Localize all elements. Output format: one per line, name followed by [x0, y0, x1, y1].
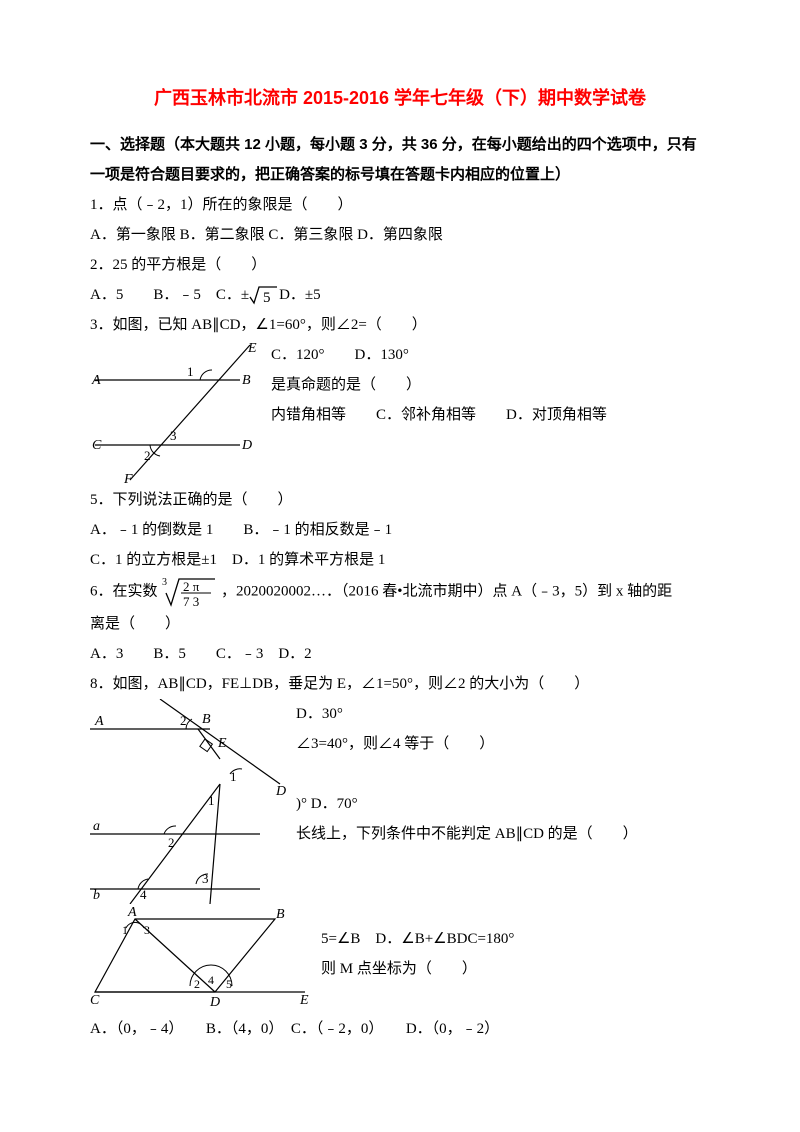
- question-10-row: A B C D E 1 3 2 4 5 5=∠B D．∠B+∠BDC=180° …: [90, 904, 710, 1014]
- svg-text:1: 1: [187, 364, 194, 379]
- exam-title: 广西玉林市北流市 2015-2016 学年七年级（下）期中数学试卷: [90, 80, 710, 116]
- svg-text:D: D: [209, 995, 220, 1010]
- svg-text:3: 3: [202, 871, 209, 886]
- svg-text:2: 2: [194, 977, 200, 991]
- q3-right-1: C．120° D．130°: [271, 340, 710, 370]
- svg-text:E: E: [247, 341, 257, 356]
- question-2: 2．25 的平方根是（ ）: [90, 250, 710, 280]
- section-1-header: 一、选择题（本大题共 12 小题，每小题 3 分，共 36 分，在每小题给出的四…: [90, 130, 710, 190]
- sqrt5-icon: 5: [249, 285, 279, 307]
- svg-text:D: D: [241, 438, 252, 453]
- svg-text:3: 3: [170, 428, 177, 443]
- question-1: 1．点（﹣2，1）所在的象限是（ ）: [90, 190, 710, 220]
- question-3-row: A B C D E F 1 2 3 C．120° D．130° 是真命题的是（ …: [90, 340, 710, 485]
- q3-right-2: 是真命题的是（ ）: [271, 370, 710, 400]
- svg-text:3: 3: [144, 923, 150, 937]
- svg-text:a: a: [93, 819, 100, 834]
- question-6c: 离是（ ）: [90, 609, 710, 639]
- svg-text:E: E: [217, 736, 227, 751]
- question-5: 5．下列说法正确的是（ ）: [90, 485, 710, 515]
- figure-q8-9: A B E D 2 1 a b 1 2 3 4: [90, 699, 290, 904]
- question-2-options: A．5 B．﹣5 C．± 5 D．±5: [90, 280, 710, 310]
- svg-text:2: 2: [168, 835, 175, 850]
- svg-text:B: B: [202, 712, 211, 727]
- svg-text:F: F: [123, 472, 133, 485]
- svg-text:5: 5: [263, 290, 271, 306]
- question-5-opts-1: A．﹣1 的倒数是 1 B．﹣1 的相反数是﹣1: [90, 515, 710, 545]
- svg-text:b: b: [93, 888, 100, 903]
- q10-spacer: [321, 904, 710, 924]
- svg-text:7 3: 7 3: [183, 594, 199, 609]
- svg-text:1: 1: [208, 793, 215, 808]
- q6-a: 6．在实数: [90, 583, 158, 599]
- q8-right-4: 长线上，下列条件中不能判定 AB∥CD 的是（ ）: [296, 819, 710, 849]
- svg-text:2: 2: [144, 448, 151, 463]
- svg-text:2: 2: [180, 713, 187, 728]
- svg-text:A: A: [127, 905, 137, 920]
- question-6-options: A．3 B．5 C．﹣3 D．2: [90, 639, 710, 669]
- svg-text:D: D: [275, 784, 286, 799]
- question-11-options: A．（0，﹣4） B．（4，0） C．（﹣2，0） D．（0，﹣2）: [90, 1014, 710, 1044]
- svg-text:E: E: [299, 993, 309, 1008]
- question-8: 8．如图，AB∥CD，FE⊥DB，垂足为 E，∠1=50°，则∠2 的大小为（ …: [90, 669, 710, 699]
- q2-opts-d: D．±5: [279, 287, 321, 303]
- q8-right-3: )° D．70°: [296, 789, 710, 819]
- svg-text:B: B: [276, 907, 285, 922]
- svg-text:B: B: [242, 373, 251, 388]
- question-5-opts-2: C．1 的立方根是±1 D．1 的算术平方根是 1: [90, 545, 710, 575]
- q3-right-3: 内错角相等 C．邻补角相等 D．对顶角相等: [271, 400, 710, 430]
- q6-b: ，2020020002…．（2016 春•北流市期中）点 A（﹣3，5）到 x …: [221, 583, 672, 599]
- svg-text:3: 3: [162, 577, 167, 588]
- q8-right-2: ∠3=40°，则∠4 等于（ ）: [296, 729, 710, 759]
- svg-text:C: C: [92, 438, 102, 453]
- q8-spacer: [296, 759, 710, 789]
- question-3: 3．如图，已知 AB∥CD，∠1=60°，则∠2=（ ）: [90, 310, 710, 340]
- svg-text:4: 4: [140, 887, 147, 902]
- question-8-row: A B E D 2 1 a b 1 2 3 4: [90, 699, 710, 904]
- q10-right-2: 则 M 点坐标为（ ）: [321, 954, 710, 984]
- figure-q3: A B C D E F 1 2 3: [90, 340, 265, 485]
- svg-text:A: A: [94, 714, 104, 729]
- svg-text:1: 1: [122, 923, 128, 937]
- question-1-options: A．第一象限 B．第二象限 C．第三象限 D．第四象限: [90, 220, 710, 250]
- question-6: 6．在实数 3 2 π 7 3 ，2020020002…．（2016 春•北流市…: [90, 575, 710, 609]
- cuberoot-frac-icon: 3 2 π 7 3: [161, 575, 217, 609]
- svg-text:2 π: 2 π: [183, 579, 200, 594]
- svg-text:4: 4: [208, 973, 214, 987]
- q10-right-1: 5=∠B D．∠B+∠BDC=180°: [321, 924, 710, 954]
- svg-text:C: C: [90, 993, 100, 1008]
- q2-opts-a: A．5 B．﹣5 C．±: [90, 287, 249, 303]
- figure-q10: A B C D E 1 3 2 4 5: [90, 904, 315, 1014]
- svg-text:A: A: [91, 373, 101, 388]
- q8-right-1: D．30°: [296, 699, 710, 729]
